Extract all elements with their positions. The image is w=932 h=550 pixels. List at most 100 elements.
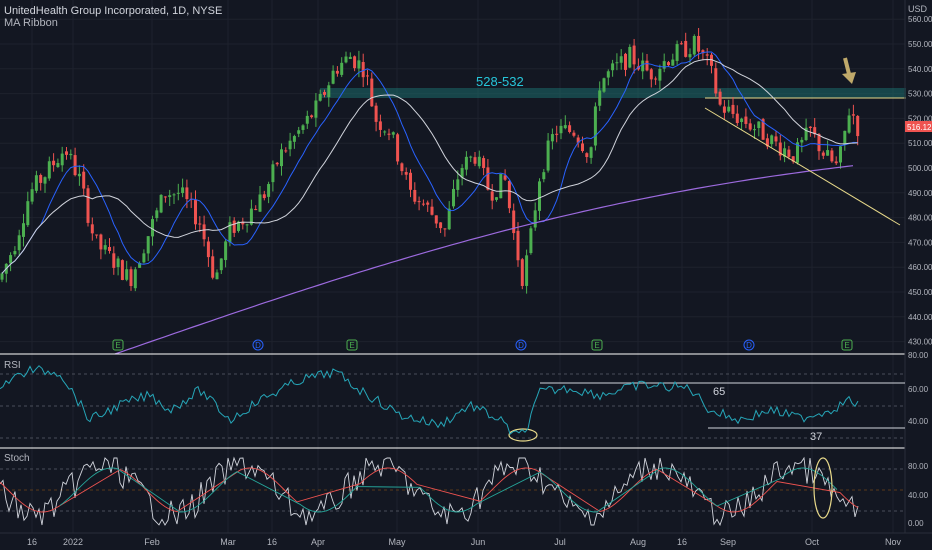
candle-body [383,131,387,133]
candle-body [219,258,223,271]
candle-body [447,208,451,230]
candle-body [258,194,262,212]
candle-body [581,143,584,152]
dividend-marker-icon[interactable] [743,339,755,351]
candle-body [757,121,761,129]
candle-body [245,224,249,226]
candle-body [335,70,339,74]
candle-body [619,56,623,63]
candle-body [310,115,314,118]
candle-body [413,189,417,202]
candle-body [327,85,331,98]
time-tick-label: 16 [677,537,687,547]
indicator-axes: 80.00 60.00 40.00 80.00 40.00 0.00 [908,351,929,528]
candle-body [847,115,851,133]
candle-body [34,175,38,191]
price-axis: 430.00 440.00 450.00 460.00 470.00 480.00 490.… [908,15,932,346]
candle-body [176,192,180,194]
candle-body [632,45,636,65]
dividend-marker-icon[interactable] [252,339,264,351]
chart-title: UnitedHealth Group Incorporated, 1D, NYS… [4,5,223,17]
candle-body [241,221,245,225]
stoch-d-line-green [59,467,838,513]
earnings-marker-label: E [115,341,120,350]
dividend-marker-icon[interactable] [515,339,527,351]
earnings-marker-icon[interactable] [591,339,603,351]
time-tick-label: Feb [144,537,160,547]
candle-body [400,163,404,172]
candle-body [550,134,554,142]
candle-body [254,209,258,211]
candle-body [598,90,602,106]
candle-body [796,142,799,163]
candle-body [628,46,632,68]
rsi-tick-label: 40.00 [908,417,929,426]
ma-purple [114,165,854,355]
candle-body [611,63,615,71]
candle-body [482,158,486,169]
time-tick-label: 16 [267,537,277,547]
earnings-marker-icon[interactable] [112,339,124,351]
candle-body [576,137,580,143]
candle-body [155,210,159,218]
time-tick-label: Apr [311,537,325,547]
earnings-marker-icon[interactable] [346,339,358,351]
candle-body [800,139,804,143]
price-tick-label: 530.00 [908,90,932,99]
candle-body [172,194,176,196]
candle-body [624,53,627,70]
candle-body [9,255,13,264]
candle-body [90,224,94,234]
price-tick-label: 440.00 [908,313,932,322]
time-axis: 16 2022 Feb Mar 16 Apr May Jun Jul Aug 16 Sep Oct Nov [27,537,902,547]
candle-body [731,104,735,114]
candle-body [159,194,163,213]
rsi-oversold-circle [508,428,538,442]
candle-body [443,228,447,230]
candle-body [348,56,352,59]
currency-label: USD [908,4,928,14]
candle-body [370,78,374,107]
candle-body [783,148,787,157]
candle-body [194,200,197,225]
price-tick-label: 510.00 [908,139,932,148]
candle-body [503,175,507,180]
candlesticks [0,28,860,294]
stoch-title: Stoch [4,453,30,464]
candle-body [215,272,219,280]
candle-body [133,269,137,289]
candle-body [138,263,142,268]
candle-body [495,197,498,200]
candle-body [804,127,808,141]
candle-body [839,146,842,163]
candle-body [563,125,567,129]
stoch-k-line [0,456,859,527]
candle-body [417,201,421,203]
rsi-tick-label: 60.00 [908,385,929,394]
candle-body [744,116,748,124]
candle-body [280,149,283,167]
candle-body [718,91,722,105]
moving-averages [1,51,858,355]
price-tick-label: 550.00 [908,40,932,49]
candle-body [821,152,825,156]
time-tick-label: Mar [220,537,236,547]
candle-body [56,163,60,167]
candle-body [808,126,812,129]
candle-body [469,156,473,158]
candle-body [305,115,309,124]
candle-body [456,179,460,190]
stoch-panel: Stoch [0,453,905,527]
price-tick-label: 520.00 [908,114,932,123]
earnings-marker-icon[interactable] [841,339,853,351]
candle-body [525,255,529,286]
candle-body [477,156,481,167]
candle-body [675,44,679,61]
candle-body [43,177,47,184]
candle-body [679,43,683,45]
candle-body [344,56,348,63]
candle-body [357,60,361,69]
price-tick-label: 490.00 [908,189,932,198]
candle-body [262,194,266,199]
candle-body [658,68,662,81]
